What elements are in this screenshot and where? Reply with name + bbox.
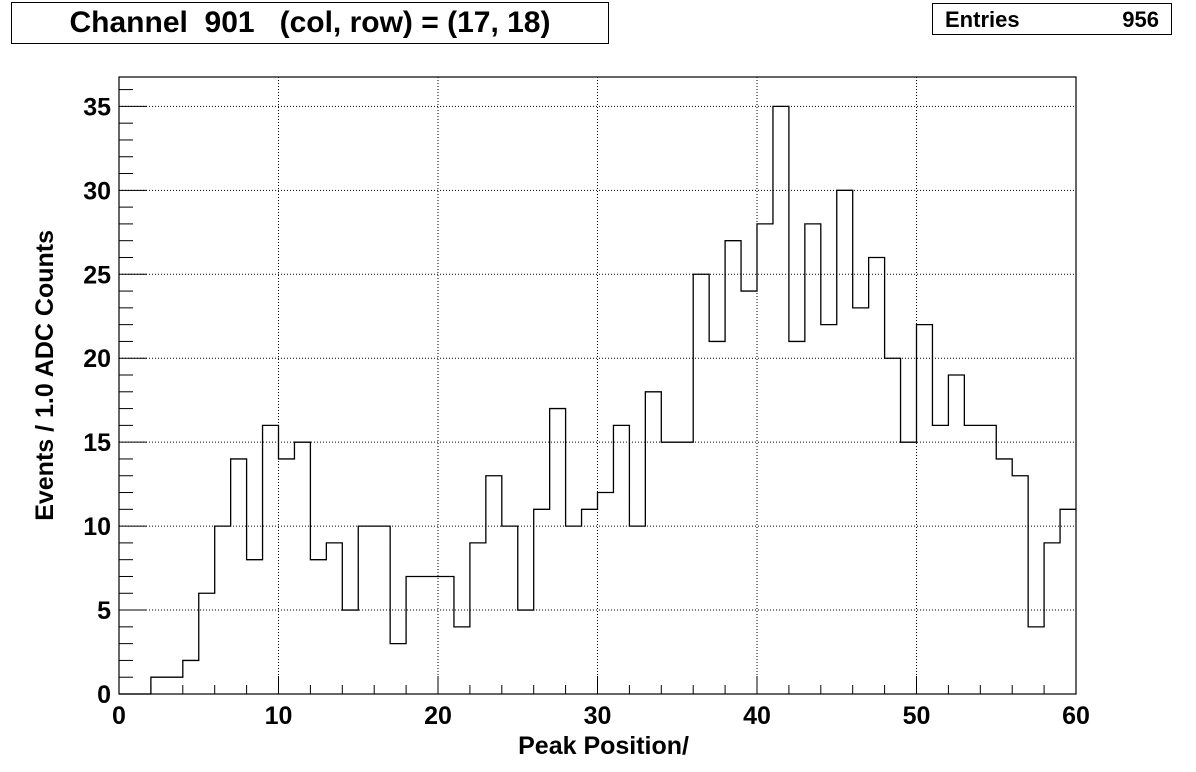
histogram-bin	[470, 543, 486, 694]
y-tick-label: 10	[83, 513, 111, 541]
histogram-bin	[326, 543, 342, 694]
histogram-bin	[183, 660, 199, 694]
histogram-bin	[406, 576, 422, 694]
y-tick-label: 5	[97, 597, 111, 625]
histogram-bin	[1028, 627, 1044, 694]
histogram-bin	[948, 375, 964, 694]
histogram-bin	[582, 509, 598, 694]
y-tick-label: 0	[97, 681, 111, 709]
histogram-bin	[885, 358, 901, 694]
histogram-bin	[645, 392, 661, 694]
histogram-bin	[932, 425, 948, 694]
y-tick-label: 25	[83, 261, 111, 289]
histogram-bin	[629, 526, 645, 694]
histogram-bin	[901, 442, 917, 694]
histogram-bin	[279, 459, 295, 694]
histogram-bin	[550, 409, 566, 694]
x-tick-label: 10	[265, 702, 293, 730]
histogram-bin	[964, 425, 980, 694]
histogram-bin	[1044, 543, 1060, 694]
y-tick-label: 15	[83, 429, 111, 457]
histogram-bin	[917, 325, 933, 694]
histogram-bin	[151, 677, 167, 694]
histogram-bin	[294, 442, 310, 694]
histogram-bin	[789, 341, 805, 694]
grid-lines	[119, 77, 1076, 694]
histogram-bin	[725, 241, 741, 694]
histogram-bin	[821, 325, 837, 694]
histogram-bin	[853, 308, 869, 694]
histogram-bin	[741, 291, 757, 694]
histogram-bin	[805, 224, 821, 694]
stats-entries-value: 956	[1122, 7, 1159, 32]
y-tick-label: 30	[83, 177, 111, 205]
histogram-bin	[486, 476, 502, 694]
x-tick-label: 30	[584, 702, 612, 730]
histogram-bin	[310, 560, 326, 694]
histogram-bin	[869, 257, 885, 694]
histogram-bin	[677, 442, 693, 694]
x-tick-label: 50	[903, 702, 931, 730]
histogram-bin	[757, 224, 773, 694]
stats-entries-label: Entries	[945, 7, 1020, 32]
histogram-bin	[518, 610, 534, 694]
x-axis-ticks	[118, 676, 1077, 694]
histogram-outline	[119, 105, 1076, 695]
histogram-bin	[1060, 509, 1076, 694]
histogram-bin	[598, 493, 614, 694]
histogram-bin	[263, 425, 279, 694]
histogram-bin	[215, 526, 231, 694]
x-tick-label: 0	[112, 702, 126, 730]
x-tick-label: 40	[743, 702, 771, 730]
x-axis-title: Peak Position/	[518, 732, 689, 760]
histogram-bin	[390, 644, 406, 694]
histogram-bin	[231, 459, 247, 694]
histogram-bin	[199, 593, 215, 694]
y-axis-title: Events / 1.0 ADC Counts	[31, 230, 59, 521]
histogram-bin	[374, 526, 390, 694]
histogram-bin	[454, 627, 470, 694]
histogram-bin	[773, 106, 789, 694]
histogram-bin	[613, 425, 629, 694]
y-tick-label: 20	[83, 345, 111, 373]
chart-title-box: Channel 901 (col, row) = (17, 18)	[11, 2, 609, 44]
tick-labels: 0 10 20 30 40 50 60 0 5 10 15 20 25 30 35	[83, 93, 1090, 730]
histogram-bin	[167, 677, 183, 694]
histogram-bin	[980, 425, 996, 694]
histogram-bin	[342, 610, 358, 694]
histogram-bin	[534, 509, 550, 694]
x-tick-label: 60	[1062, 702, 1090, 730]
histogram-bin	[661, 442, 677, 694]
chart-title: Channel 901 (col, row) = (17, 18)	[69, 6, 551, 39]
y-axis-ticks	[119, 89, 147, 695]
stats-box: Entries 956	[932, 3, 1172, 35]
histogram-bin	[438, 576, 454, 694]
y-tick-label: 35	[83, 93, 111, 121]
histogram-bin	[693, 274, 709, 694]
histogram-bin	[566, 526, 582, 694]
histogram-bin	[709, 341, 725, 694]
histogram-bin	[422, 576, 438, 694]
histogram-bin	[996, 459, 1012, 694]
histogram-bin	[1012, 476, 1028, 694]
histogram-bin	[247, 560, 263, 694]
histogram-bars	[119, 105, 1076, 695]
x-tick-label: 20	[424, 702, 452, 730]
